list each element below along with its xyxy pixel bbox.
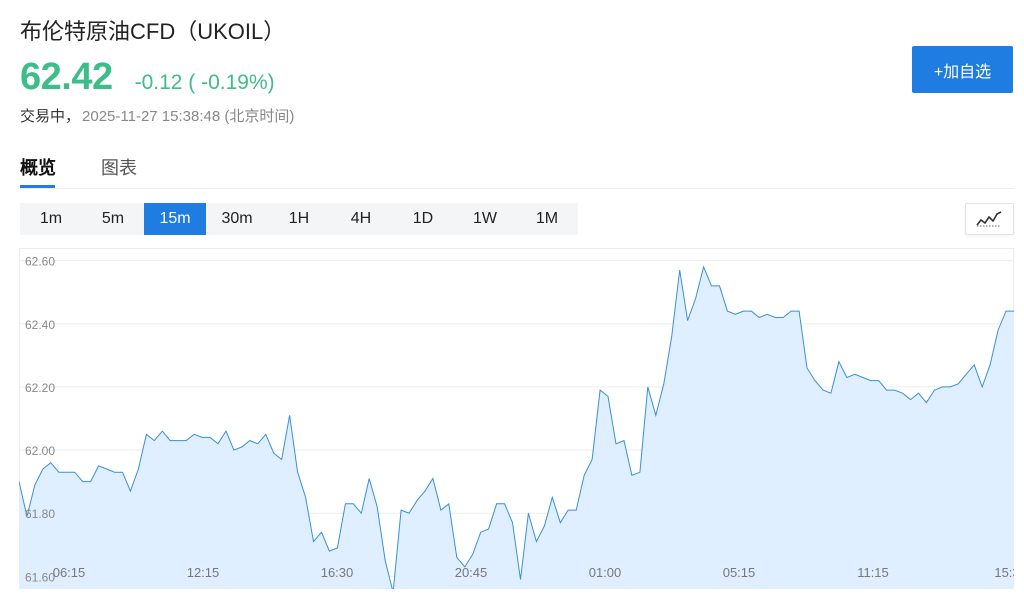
y-tick-label: 62.00 <box>25 444 55 458</box>
tab-overview[interactable]: 概览 <box>20 158 56 178</box>
interval-1m[interactable]: 1m <box>39 210 63 227</box>
y-tick-label: 62.60 <box>25 255 55 269</box>
line-chart-icon <box>976 211 1002 227</box>
x-tick-label: 01:00 <box>589 565 622 580</box>
price-area <box>19 266 1014 589</box>
trading-status: 交易中， 2025-11-27 15:38:48 (北京时间) <box>20 105 294 126</box>
interval-5m[interactable]: 5m <box>101 210 125 227</box>
last-price: 62.42 <box>20 56 113 98</box>
y-tick-label: 61.80 <box>25 507 55 521</box>
x-tick-label: 15:3 <box>994 565 1014 580</box>
interval-selector: 1m 5m 15m 30m 1H 4H 1D 1W 1M <box>20 203 578 235</box>
interval-4h[interactable]: 4H <box>350 210 372 227</box>
interval-1mo[interactable]: 1M <box>535 210 559 227</box>
x-tick-label: 16:30 <box>321 565 354 580</box>
interval-1d[interactable]: 1D <box>412 210 434 227</box>
interval-30m[interactable]: 30m <box>221 210 253 227</box>
quote-timestamp: 2025-11-27 15:38:48 (北京时间) <box>82 108 295 125</box>
add-to-watchlist-button[interactable]: +加自选 <box>912 46 1013 93</box>
status-label: 交易中， <box>20 108 81 125</box>
interval-1w[interactable]: 1W <box>473 210 497 227</box>
y-tick-label: 61.60 <box>25 570 55 584</box>
tab-chart[interactable]: 图表 <box>101 158 137 178</box>
interval-1h[interactable]: 1H <box>288 210 310 227</box>
y-tick-label: 62.40 <box>25 318 55 332</box>
x-tick-label: 05:15 <box>723 565 756 580</box>
x-tick-label: 12:15 <box>187 565 220 580</box>
interval-15m[interactable]: 15m <box>144 203 206 235</box>
x-tick-label: 20:45 <box>455 565 488 580</box>
tab-bar: 概览 图表 <box>20 152 1014 189</box>
price-series-line <box>19 265 1014 589</box>
chart-type-button[interactable] <box>965 203 1014 235</box>
active-tab-indicator <box>20 185 55 188</box>
x-tick-label: 11:15 <box>857 565 889 580</box>
instrument-title: 布伦特原油CFD（UKOIL） <box>20 19 286 44</box>
x-tick-label: 06:15 <box>53 565 86 580</box>
y-tick-label: 62.20 <box>25 381 55 395</box>
price-row: 62.42 -0.12 ( -0.19%) <box>20 56 275 100</box>
price-change: -0.12 ( -0.19%) <box>134 71 275 94</box>
